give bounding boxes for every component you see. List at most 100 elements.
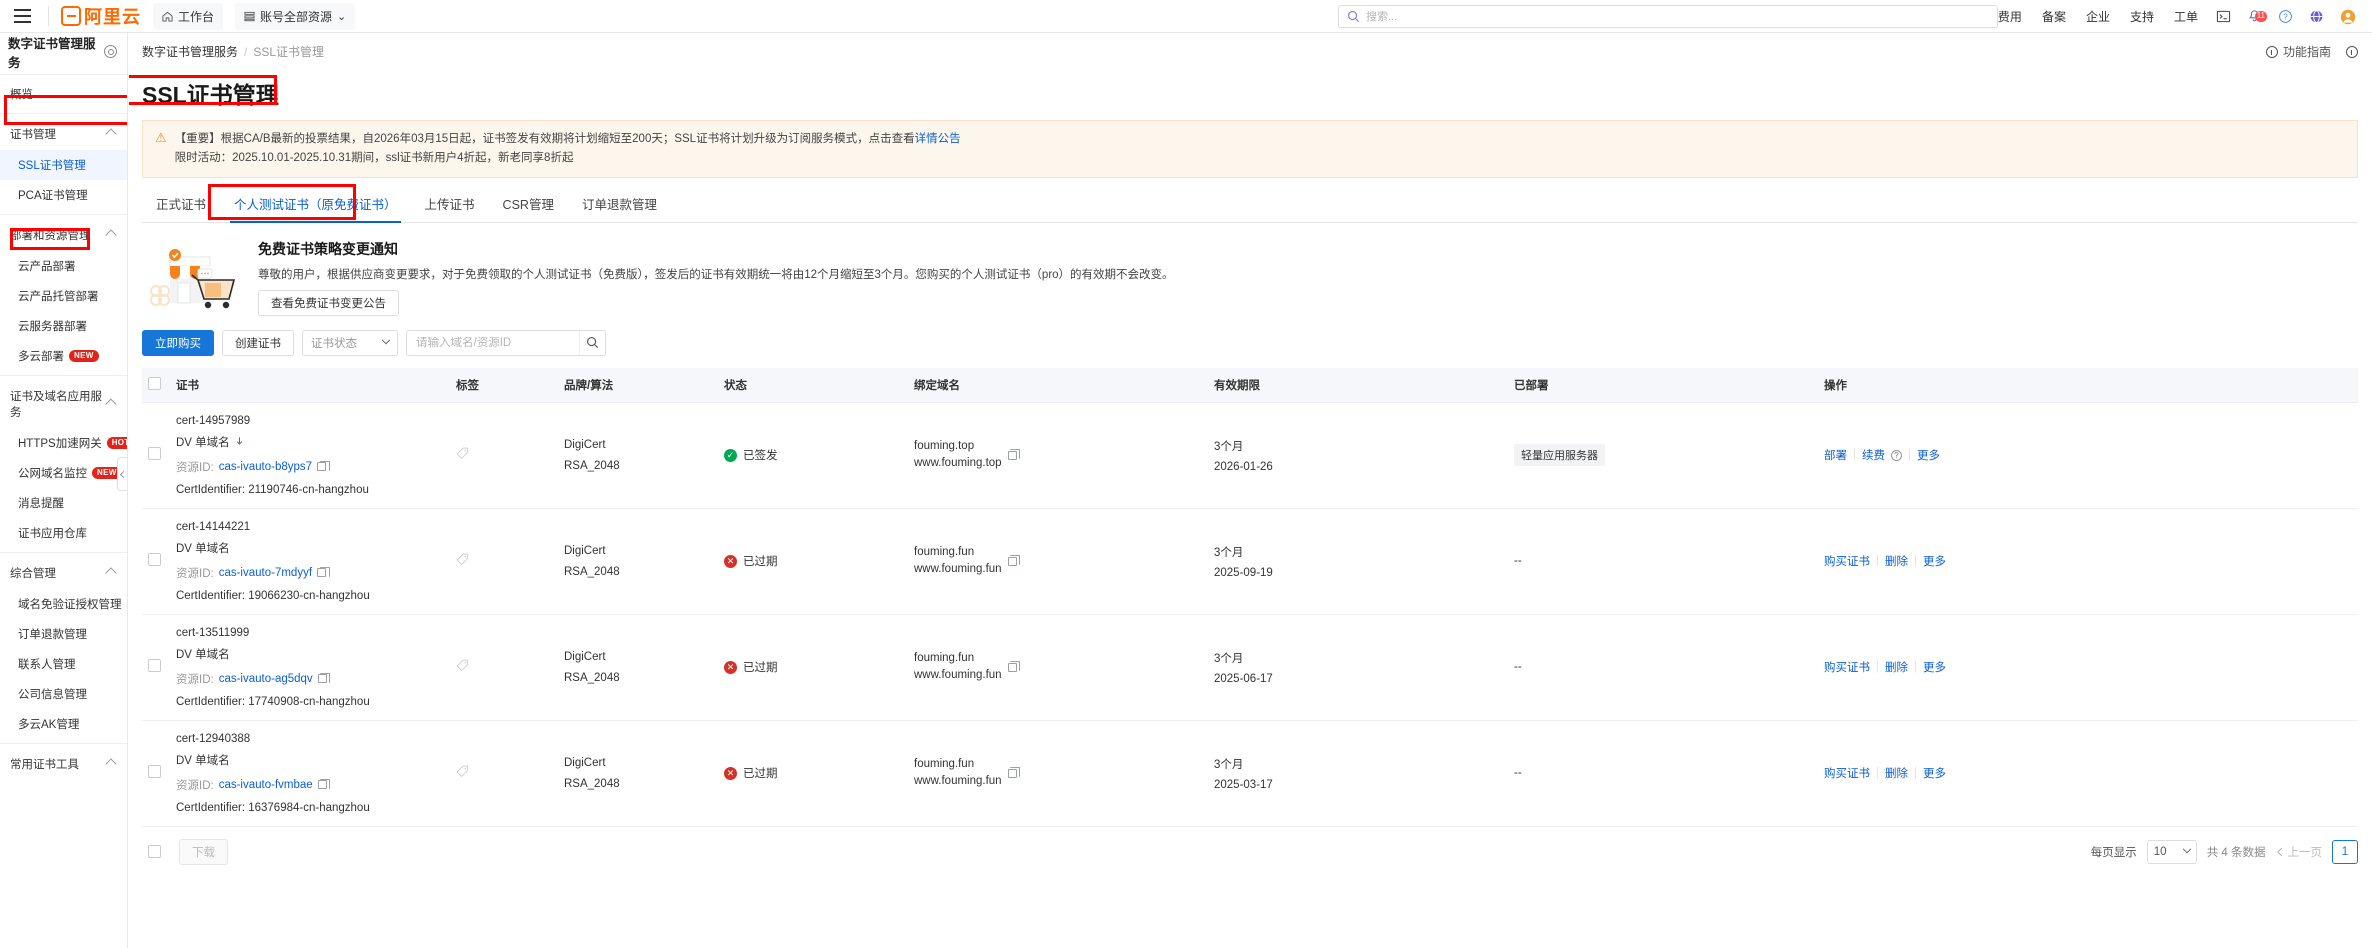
header-link-icp[interactable]: 备案 (2041, 10, 2066, 24)
sidebar-item-overview[interactable]: 概览 (10, 89, 33, 101)
cert-status-filter[interactable]: 证书状态 (302, 329, 398, 356)
sidebar-item-contact-management[interactable]: 联系人管理 (0, 649, 127, 679)
copy-icon[interactable] (317, 460, 330, 472)
domain-primary: fouming.fun (914, 651, 975, 664)
sidebar-item-public-domain-monitor[interactable]: 公网域名监控 NEW (0, 458, 127, 488)
sidebar-product-header[interactable]: 数字证书管理服务 (0, 33, 127, 70)
search-submit-button[interactable] (579, 330, 605, 355)
feature-guide-button[interactable]: 功能指南 (2265, 43, 2358, 60)
action-more[interactable]: 更多 (1923, 768, 1946, 781)
sidebar-collapse-handle[interactable] (117, 457, 127, 491)
domain-lines: fouming.top www.fouming.top (914, 438, 1002, 474)
resource-id-link[interactable]: cas-ivauto-fvmbae (218, 778, 313, 791)
action-delete[interactable]: 删除 (1885, 768, 1908, 781)
sidebar-item-multicloud-deploy[interactable]: 多云部署 NEW (0, 341, 127, 371)
global-search[interactable] (1338, 5, 1998, 28)
sidebar-item-https-gateway[interactable]: HTTPS加速网关 HOT (0, 428, 127, 458)
header-link-cost[interactable]: 费用 (1997, 10, 2022, 24)
table-row: cert-14957989 DV 单域名 资源ID: cas-ivauto-b8y… (142, 402, 2358, 509)
sidebar-item-multicloud-ak-management[interactable]: 多云AK管理 (0, 709, 127, 739)
copy-icon[interactable] (1007, 555, 1021, 566)
nav-workbench[interactable]: 工作台 (153, 2, 224, 30)
action-buy-cert[interactable]: 购买证书 (1824, 662, 1870, 675)
action-buy-cert[interactable]: 购买证书 (1824, 768, 1870, 781)
tab-upload-cert[interactable]: 上传证书 (424, 197, 475, 212)
per-page-select[interactable]: 10 (2146, 839, 2197, 864)
tab-csr-management[interactable]: CSR管理 (502, 197, 554, 212)
sidebar-group-cert-tools[interactable]: 常用证书工具 (0, 748, 127, 780)
row-checkbox[interactable] (148, 659, 161, 673)
tab-order-refund[interactable]: 订单退款管理 (581, 197, 657, 212)
prev-page-button[interactable]: 上一页 (2276, 844, 2322, 860)
download-button[interactable]: 下载 (179, 838, 228, 865)
globe-icon[interactable] (2301, 9, 2332, 24)
help-icon[interactable]: ? (2270, 9, 2301, 24)
resource-id-link[interactable]: cas-ivauto-ag5dqv (218, 672, 313, 685)
domain-search-input[interactable] (407, 336, 579, 349)
help-circle-icon[interactable]: ? (1891, 449, 1902, 461)
sidebar-item-message-alerts[interactable]: 消息提醒 (0, 488, 127, 518)
footer-select-all-checkbox[interactable] (148, 845, 161, 859)
notice-detail-link[interactable]: 详情公告 (914, 133, 961, 145)
tab-formal-cert[interactable]: 正式证书 (156, 197, 207, 212)
copy-icon[interactable] (317, 778, 331, 790)
sidebar-item-domain-auth-management[interactable]: 域名免验证授权管理 (0, 589, 127, 619)
aliyun-logo[interactable]: 阿里云 (61, 3, 141, 29)
sidebar-item-pca-cert-management[interactable]: PCA证书管理 (0, 180, 127, 210)
copy-icon[interactable] (1007, 661, 1021, 672)
buy-now-button[interactable]: 立即购买 (142, 329, 214, 356)
header-link-support[interactable]: 支持 (2129, 10, 2154, 24)
row-checkbox[interactable] (148, 553, 161, 567)
validity-period: 3个月 (1214, 652, 1244, 665)
action-delete[interactable]: 删除 (1885, 556, 1908, 569)
menu-toggle-icon[interactable] (0, 9, 40, 23)
copy-icon[interactable] (317, 672, 331, 684)
sidebar-item-cloud-server-deploy[interactable]: 云服务器部署 (0, 311, 127, 341)
view-free-cert-notice-button[interactable]: 查看免费证书变更公告 (258, 289, 399, 316)
action-renew[interactable]: 续费 (1862, 450, 1885, 463)
page-number-1[interactable]: 1 (2332, 839, 2358, 864)
action-delete[interactable]: 删除 (1885, 662, 1908, 675)
sidebar-item-cloud-product-deploy[interactable]: 云产品部署 (0, 251, 127, 281)
sidebar-item-order-refund-management[interactable]: 订单退款管理 (0, 619, 127, 649)
promo-text: 尊敬的用户，根据供应商变更要求，对于免费领取的个人测试证书（免费版），签发后的证… (258, 268, 1174, 281)
sidebar-group-general-management[interactable]: 综合管理 (0, 557, 127, 589)
breadcrumb-root[interactable]: 数字证书管理服务 (142, 45, 239, 59)
sidebar-item-company-info-management[interactable]: 公司信息管理 (0, 679, 127, 709)
resource-id-link[interactable]: cas-ivauto-b8yps7 (218, 460, 313, 473)
header-link-tickets[interactable]: 工单 (2173, 10, 2198, 24)
sidebar-group-label: 部署和资源管理 (10, 230, 91, 242)
domain-search-box[interactable] (406, 329, 606, 356)
copy-icon[interactable] (1007, 767, 1021, 778)
select-all-checkbox[interactable] (148, 376, 161, 390)
row-checkbox[interactable] (148, 765, 161, 779)
header-link-enterprise[interactable]: 企业 (2085, 10, 2110, 24)
global-search-input[interactable] (1366, 10, 1989, 23)
sidebar-item-label: 公网域名监控 (18, 468, 87, 480)
row-checkbox[interactable] (148, 447, 161, 461)
nav-all-resources[interactable]: 账号全部资源 ⌄ (235, 2, 356, 30)
bell-icon[interactable]: 11 (2239, 9, 2270, 24)
sidebar-group-cert-domain-services[interactable]: 证书及域名应用服务 (0, 380, 127, 428)
resource-id-link[interactable]: cas-ivauto-7mdyyf (218, 566, 313, 579)
gear-icon[interactable] (104, 45, 117, 58)
create-cert-button[interactable]: 创建证书 (222, 329, 294, 356)
search-icon (587, 337, 599, 349)
action-more[interactable]: 更多 (1923, 662, 1946, 675)
terminal-icon[interactable] (2208, 9, 2239, 24)
col-tag: 标签 (450, 367, 558, 403)
copy-icon[interactable] (317, 566, 330, 578)
sidebar-item-cloud-product-hosted-deploy[interactable]: 云产品托管部署 (0, 281, 127, 311)
action-buy-cert[interactable]: 购买证书 (1824, 556, 1870, 569)
sidebar-group-deployment[interactable]: 部署和资源管理 (0, 219, 127, 251)
sidebar-item-cert-app-repo[interactable]: 证书应用仓库 (0, 518, 127, 548)
tab-personal-test-cert[interactable]: 个人测试证书（原免费证书） (220, 190, 411, 223)
action-more[interactable]: 更多 (1917, 450, 1940, 463)
sidebar-group-cert-management[interactable]: 证书管理 (0, 118, 127, 150)
sidebar-item-ssl-cert-management[interactable]: SSL证书管理 (0, 150, 127, 180)
row-actions: 购买证书 | 删除 | 更多 (1824, 659, 2352, 675)
avatar-icon[interactable] (2332, 9, 2364, 25)
action-deploy[interactable]: 部署 (1824, 450, 1847, 463)
action-more[interactable]: 更多 (1923, 556, 1946, 569)
copy-icon[interactable] (1007, 449, 1021, 460)
